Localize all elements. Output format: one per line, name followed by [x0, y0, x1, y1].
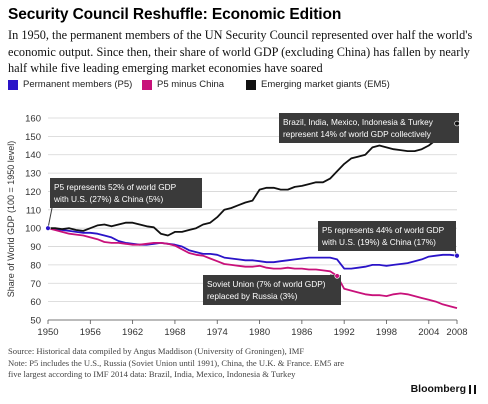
brand-logo: Bloomberg — [411, 383, 476, 395]
legend-item-p5: Permanent members (P5) — [8, 79, 132, 90]
footer: Source: Historical data compiled by Angu… — [8, 346, 478, 381]
footer-note-line-1: Note: P5 includes the U.S., Russia (Sovi… — [8, 357, 345, 368]
x-tick-label: 1974 — [207, 327, 228, 338]
annotation-point — [454, 253, 460, 259]
y-tick-label: 140 — [25, 150, 41, 161]
annotation-box — [50, 178, 202, 208]
x-tick-label: 2004 — [418, 327, 439, 338]
y-tick-label: 60 — [30, 297, 41, 308]
y-axis-title: Share of World GDP (100 = 1950 level) — [6, 141, 16, 298]
y-tick-label: 90 — [30, 242, 41, 253]
annotation-callout: P5 represents 44% of world GDP with U.S. … — [318, 221, 460, 259]
annotation-callout: Brazil, India, Mexico, Indonesia & Turke… — [279, 113, 460, 143]
legend-swatch-p5 — [8, 79, 18, 90]
bloomberg-bars-icon — [469, 384, 476, 394]
annotation-text-line-2: represent 14% of world GDP collectively — [283, 129, 432, 139]
annotation-box — [318, 221, 456, 251]
annotation-point — [454, 120, 460, 127]
legend: Permanent members (P5) P5 minus China Em… — [8, 79, 484, 95]
series-line-p5 — [47, 227, 458, 270]
series-line-p5-minus-china — [47, 227, 458, 309]
legend-label-p5-minus-china: P5 minus China — [157, 79, 225, 90]
annotation-text-line-1: P5 represents 44% of world GDP — [322, 225, 445, 235]
x-tick-label: 1968 — [164, 327, 185, 338]
x-tick-label: 1956 — [80, 327, 101, 338]
footer-source: Source: Historical data compiled by Angu… — [8, 346, 305, 356]
annotation-point — [334, 273, 340, 279]
annotation-text-line-1: P5 represents 52% of world GDP — [54, 182, 177, 192]
chart-subtitle: In 1950, the permanent members of the UN… — [8, 28, 473, 75]
annotation-point — [45, 225, 51, 231]
annotation-callout: Soviet Union (7% of world GDP) replaced b… — [203, 273, 341, 305]
legend-label-em5: Emerging market giants (EM5) — [261, 79, 390, 90]
y-tick-label: 130 — [25, 169, 41, 180]
x-tick-label: 1986 — [291, 327, 312, 338]
x-tick-label: 2008 — [446, 327, 467, 338]
y-tick-label: 160 — [25, 114, 41, 125]
footer-note-line-2: five largest according to IMF 2014 data:… — [8, 369, 296, 379]
annotation-text-line-2: with U.S. (19%) & China (17%) — [321, 237, 436, 247]
x-tick-label: 1992 — [334, 327, 355, 338]
x-tick-label: 1962 — [122, 327, 143, 338]
annotation-callout: P5 represents 52% of world GDP with U.S. … — [45, 178, 202, 231]
chart-title: Security Council Reshuffle: Economic Edi… — [8, 6, 342, 23]
x-tick-label: 1998 — [376, 327, 397, 338]
y-tick-label: 150 — [25, 132, 41, 143]
annotation-text-line-2: with U.S. (27%) & China (5%) — [53, 194, 164, 204]
legend-label-p5: Permanent members (P5) — [23, 79, 133, 90]
x-tick-label: 1980 — [249, 327, 270, 338]
y-tick-label: 120 — [25, 187, 41, 198]
annotation-text-line-2: replaced by Russia (3%) — [207, 291, 298, 301]
line-chart: 50 60 70 80 90 100 110 120 130 140 150 160 1950 1956 1… — [6, 113, 468, 338]
annotation-text-line-1: Soviet Union (7% of world GDP) — [207, 279, 326, 289]
annotation-box — [279, 113, 459, 143]
y-tick-label: 80 — [30, 260, 41, 271]
legend-swatch-em5 — [246, 79, 256, 90]
legend-item-em5: Emerging market giants (EM5) — [246, 79, 390, 90]
legend-swatch-p5-minus-china — [142, 79, 152, 90]
y-tick-label: 110 — [26, 205, 41, 216]
annotation-box — [203, 275, 341, 305]
annotation-leader-line — [47, 207, 53, 229]
legend-item-p5-minus-china: P5 minus China — [142, 79, 224, 90]
y-tick-label: 50 — [30, 316, 41, 327]
y-tick-label: 70 — [30, 279, 41, 290]
x-tick-label: 1950 — [37, 327, 58, 338]
brand-name: Bloomberg — [410, 383, 466, 395]
series-line-em5 — [48, 122, 458, 237]
y-tick-label: 100 — [25, 224, 41, 235]
annotation-text-line-1: Brazil, India, Mexico, Indonesia & Turke… — [283, 117, 434, 127]
